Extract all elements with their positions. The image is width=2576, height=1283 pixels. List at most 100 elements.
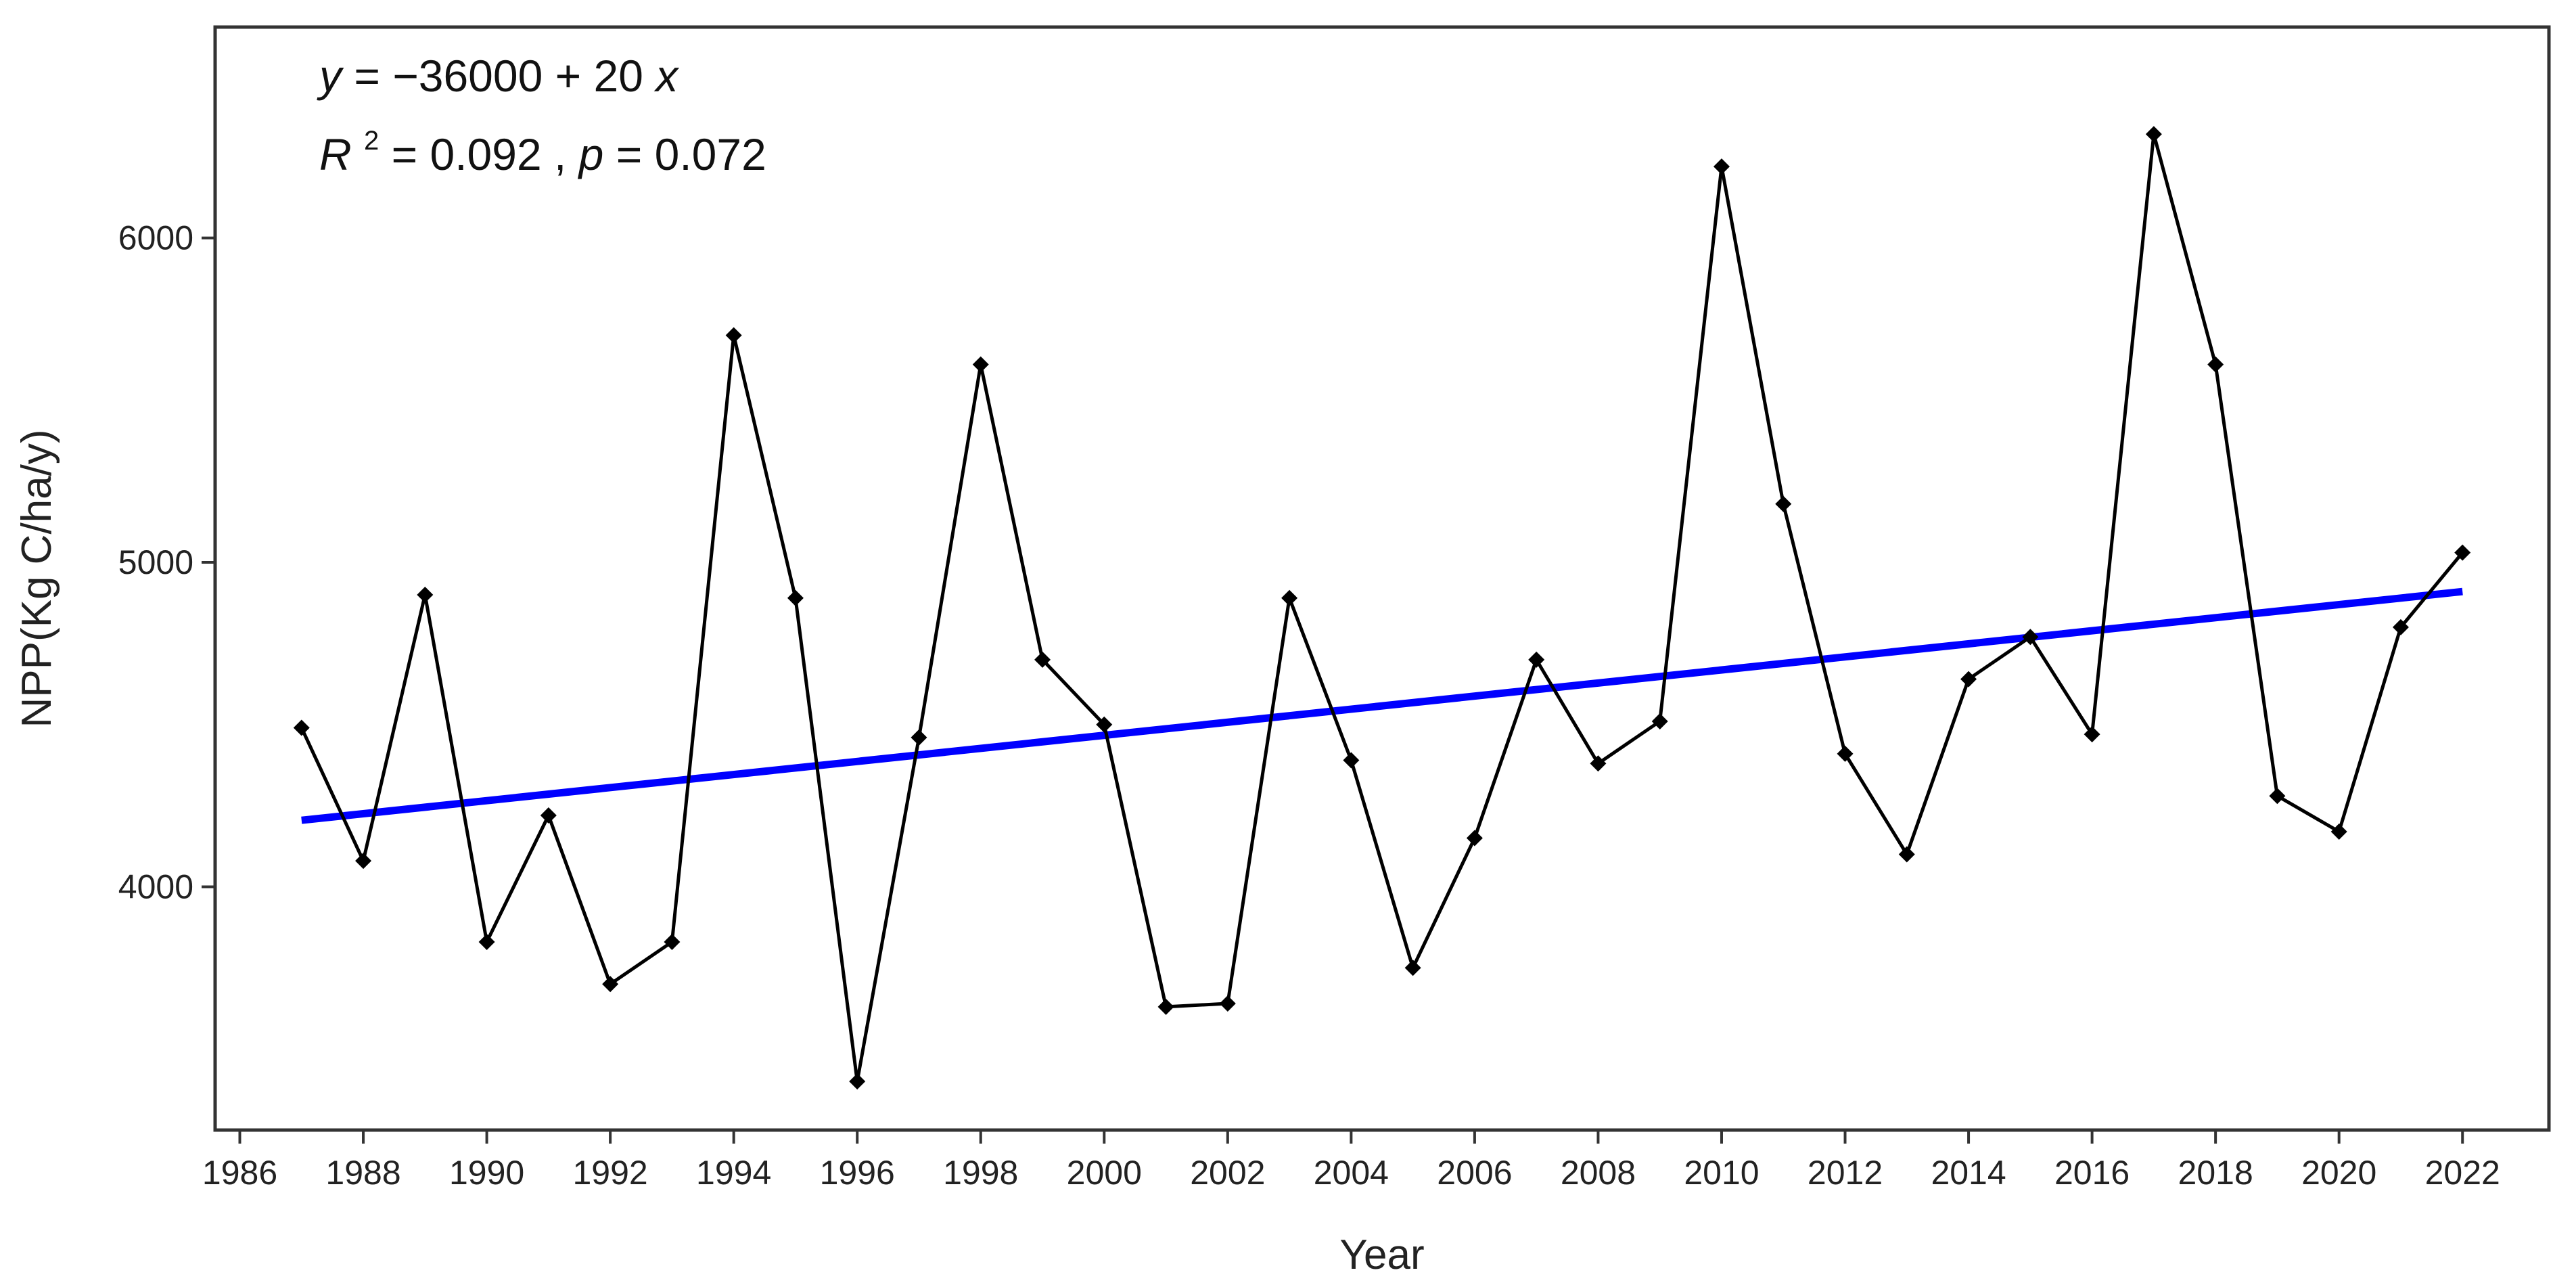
series-segment-2019-2020 [2276,794,2340,834]
p-value: = 0.072 [616,129,766,179]
x-tick-label-1994: 1994 [696,1154,771,1192]
data-point-2020 [2330,823,2347,840]
data-point-2014 [1960,671,1977,688]
data-point-1996 [849,1073,866,1090]
series-segment-2004-2005 [1349,759,1415,969]
x-tick-label-2010: 2010 [1684,1154,1759,1192]
series-segment-1994-1995 [732,334,798,599]
series-segment-2012-2013 [1843,752,1908,855]
x-tick-label-2020: 2020 [2301,1154,2376,1192]
series-segment-2006-2007 [1473,659,1538,839]
x-tick-label-2006: 2006 [1437,1154,1512,1192]
series-segment-2011-2012 [1781,503,1847,755]
series-segment-2003-2004 [1287,597,1353,761]
x-tick-label-2014: 2014 [1931,1154,2006,1192]
data-point-2017 [2145,126,2162,143]
x-tick-label-1996: 1996 [820,1154,895,1192]
series-segment-1989-1990 [423,594,489,943]
x-tick-label-1988: 1988 [325,1154,400,1192]
data-point-2007 [1528,651,1545,668]
data-point-2018 [2207,356,2224,373]
data-point-1987 [293,719,310,736]
x-tick-label-2012: 2012 [1808,1154,1883,1192]
x-axis-title: Year [1339,1232,1424,1278]
series-segment-1999-2000 [1041,658,1106,726]
y-tick-label-5000: 5000 [118,543,193,581]
data-point-2015 [2022,629,2039,646]
data-point-1993 [664,933,681,950]
data-point-2019 [2269,788,2286,805]
x-tick-label-1986: 1986 [202,1154,277,1192]
data-point-2016 [2084,726,2100,743]
x-tick-label-2004: 2004 [1314,1154,1389,1192]
series-segment-1998-1999 [979,364,1044,660]
p-value-variable: p [578,129,604,179]
series-segment-2016-2017 [2090,133,2156,735]
series-segment-2013-2014 [1905,678,1971,855]
data-point-1991 [540,807,557,824]
data-point-2004 [1343,752,1360,769]
series-segment-1996-1997 [855,737,921,1082]
series-segment-1990-1991 [485,814,551,943]
series-segment-1993-1994 [670,335,736,943]
series-segment-2018-2019 [2213,364,2279,796]
series-segment-2020-2021 [2337,627,2403,832]
series-segment-1997-1998 [917,364,983,738]
series-segment-2001-2002 [1166,1001,1228,1009]
data-point-2002 [1219,995,1236,1012]
series-segment-2014-2015 [1967,635,2031,681]
equation-body: = −36000 + 20 [354,51,656,101]
trend-line [301,587,2463,824]
series-segment-2009-2010 [1658,166,1724,722]
data-point-1989 [417,586,434,603]
series-segment-2008-2009 [1597,719,1661,765]
data-point-1998 [972,356,989,373]
series-segment-2010-2011 [1720,166,1785,505]
r-squared-exponent: 2 [364,126,379,156]
y-tick-label-6000: 6000 [118,219,193,257]
data-point-2010 [1713,158,1730,175]
series-segment-2021-2022 [2399,552,2464,629]
data-point-2009 [1651,713,1668,729]
data-point-2000 [1096,716,1113,733]
series-segment-2002-2003 [1226,598,1291,1004]
data-point-1995 [787,589,804,606]
r-squared-value: = 0.092 , [392,129,579,179]
y-tick-label-4000: 4000 [118,868,193,905]
data-point-1992 [602,976,619,993]
x-tick-label-1992: 1992 [573,1154,648,1192]
data-point-2011 [1775,495,1792,512]
data-point-1997 [911,729,927,746]
series-segment-2005-2006 [1411,837,1477,969]
series-segment-1992-1993 [609,940,673,986]
equation-y-variable: y [317,51,344,101]
x-tick-label-2002: 2002 [1190,1154,1265,1192]
regression-statistics: R 2 = 0.092 , p = 0.072 [319,109,766,179]
series-segment-1988-1989 [361,594,427,861]
data-point-1988 [355,853,372,870]
data-point-1994 [725,327,742,344]
axes-layer: 1986 1988 1990 1992 1994 1996 1998 2000 2002 2004… [14,25,2551,1278]
data-point-2021 [2392,618,2409,635]
r-squared-variable: R [319,129,352,179]
data-point-2008 [1590,755,1607,772]
data-point-2003 [1281,589,1298,606]
data-point-2005 [1404,960,1421,976]
series-segment-1987-1988 [300,727,365,862]
plot-layer [293,126,2471,1090]
x-tick-label-1998: 1998 [943,1154,1018,1192]
data-point-2013 [1898,846,1915,863]
series-segment-2015-2016 [2029,635,2094,736]
series-segment-2000-2001 [1102,724,1168,1008]
plot-border [213,25,2551,1132]
x-tick-label-2000: 2000 [1067,1154,1142,1192]
y-axis-title: NPP(Kg C/ha/y) [14,429,60,727]
data-point-2006 [1466,830,1483,847]
equation-x-variable: x [653,51,679,101]
regression-equation: y = −36000 + 20 x [317,51,679,101]
x-tick-label-2022: 2022 [2425,1154,2500,1192]
data-point-2022 [2454,544,2471,561]
series-segment-2007-2008 [1535,658,1600,765]
